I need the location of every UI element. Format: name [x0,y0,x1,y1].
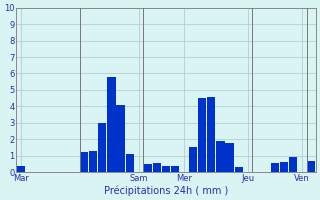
Bar [207,97,215,172]
Bar [235,167,243,172]
Bar [216,141,225,172]
Bar [153,163,161,172]
Bar [107,77,116,172]
Bar [162,166,170,172]
Bar [189,147,197,172]
Bar [307,161,316,172]
Bar [198,98,206,172]
Bar [98,123,107,172]
Bar [171,166,179,172]
Bar [80,152,88,172]
Bar [271,163,279,172]
Bar [116,105,124,172]
X-axis label: Précipitations 24h ( mm ): Précipitations 24h ( mm ) [104,185,228,196]
Bar [125,154,134,172]
Bar [289,157,297,172]
Bar [226,143,234,172]
Bar [89,151,97,172]
Bar [280,162,288,172]
Bar [17,166,25,172]
Bar [144,164,152,172]
